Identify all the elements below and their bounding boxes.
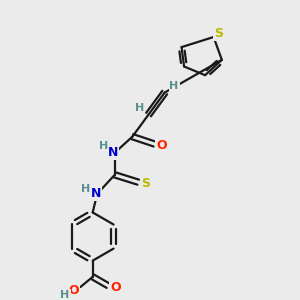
Text: H: H [99,141,108,151]
Text: S: S [141,177,150,190]
Text: H: H [61,290,70,300]
Text: H: H [169,81,179,91]
Text: H: H [135,103,144,113]
Text: N: N [91,188,101,200]
Text: H: H [81,184,90,194]
Text: N: N [108,146,119,159]
Text: O: O [156,139,167,152]
Text: O: O [69,284,79,296]
Text: O: O [110,280,121,294]
Text: S: S [214,27,223,40]
